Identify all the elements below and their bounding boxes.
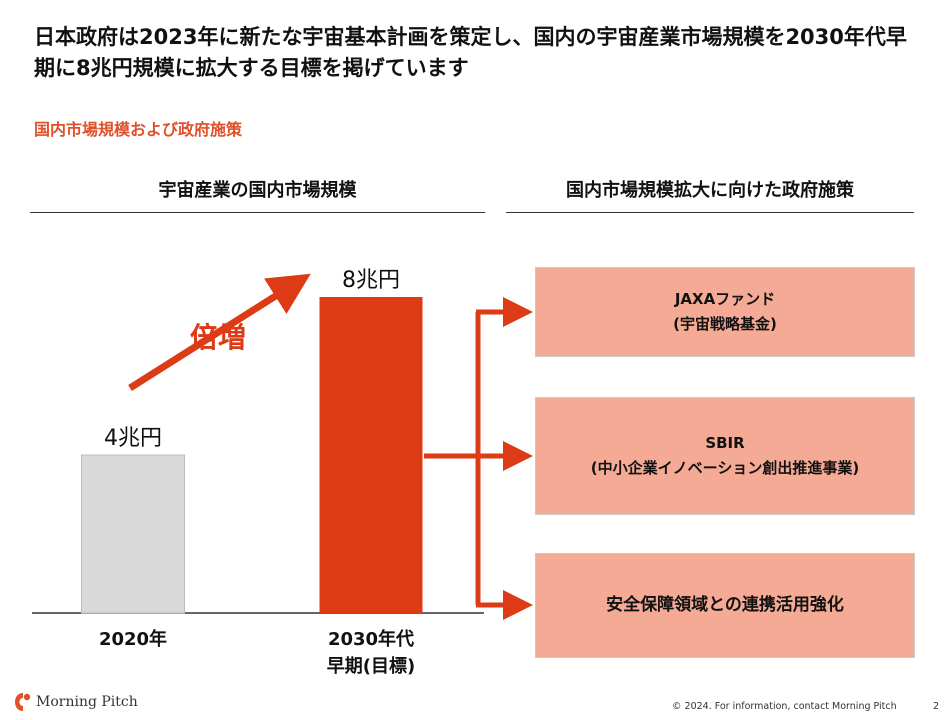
policy-column-header: 国内市場規模拡大に向けた政府施策 xyxy=(506,176,914,213)
bar-2020 xyxy=(81,454,185,614)
growth-arrow xyxy=(128,273,311,391)
section-subtitle: 国内市場規模および政府施策 xyxy=(34,120,243,139)
page-title: 日本政府は2023年に新たな宇宙基本計画を策定し、国内の宇宙産業市場規模を203… xyxy=(34,25,907,80)
policy-box-security: 安全保障領域との連携活用強化 xyxy=(535,553,915,658)
footer-copyright: © 2024. For information, contact Morning… xyxy=(672,701,897,712)
policy-1-line2: (宇宙戦略基金) xyxy=(673,315,777,333)
growth-label: 倍増 xyxy=(190,321,246,354)
data-label-2020: 4兆円 xyxy=(104,426,162,451)
logo-text: Morning Pitch xyxy=(36,694,138,710)
bar-2030 xyxy=(319,297,423,613)
policy-2-line2: (中小企業イノベーション創出推進事業) xyxy=(590,459,860,477)
connector-line xyxy=(424,312,481,605)
page-number: 2 xyxy=(933,701,940,712)
category-label-2020: 2020年 xyxy=(99,628,167,650)
morning-pitch-logo: Morning Pitch xyxy=(14,692,138,712)
policy-2-line1: SBIR xyxy=(705,434,745,452)
chart-column-header: 宇宙産業の国内市場規模 xyxy=(30,176,485,213)
policy-3-line1: 安全保障領域との連携活用強化 xyxy=(606,595,844,615)
data-label-2030: 8兆円 xyxy=(342,268,400,293)
morning-pitch-logo-icon xyxy=(15,693,31,711)
policy-box-jaxa-fund: JAXAファンド (宇宙戦略基金) xyxy=(535,267,915,357)
category-label-2030-line1: 2030年代 xyxy=(328,628,414,650)
policy-box-sbir: SBIR (中小企業イノベーション創出推進事業) xyxy=(535,397,915,515)
policy-1-line1: JAXAファンド xyxy=(674,290,776,308)
category-label-2030-line2: 早期(目標) xyxy=(327,655,415,677)
